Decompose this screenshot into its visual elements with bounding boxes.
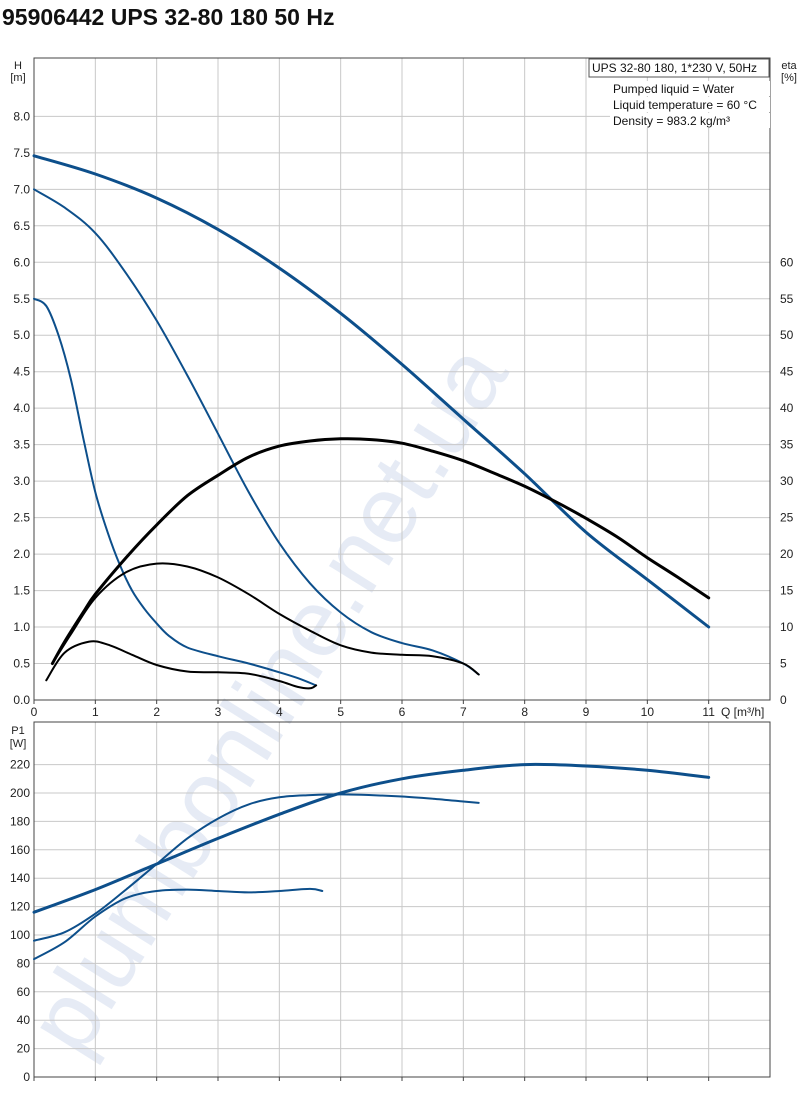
x-tick-label: 1 — [92, 705, 99, 719]
y-tick-label: 7.0 — [13, 182, 30, 196]
y2-tick-label: 60 — [780, 255, 794, 269]
x-tick-label: 11 — [702, 705, 715, 719]
x-tick-label: 4 — [276, 705, 283, 719]
y-tick-label: 140 — [10, 871, 30, 885]
y2-tick-label: 35 — [780, 438, 794, 452]
head-curve-0 — [32, 154, 711, 629]
head-curve-1 — [33, 188, 480, 676]
x-tick-label: 2 — [153, 705, 160, 719]
y-tick-label: 2.5 — [13, 511, 30, 525]
y2-tick-label: 30 — [780, 474, 794, 488]
efficiency-curve-3 — [50, 437, 711, 666]
y-tick-label: 180 — [10, 814, 30, 828]
power-curve-0 — [32, 762, 711, 914]
info-box — [588, 58, 770, 78]
info-line-bg — [610, 81, 770, 96]
y-tick-label: 60 — [17, 985, 31, 999]
info-line: Pumped liquid = Water — [613, 82, 734, 96]
efficiency-curve-5 — [45, 640, 318, 690]
y-tick-label: 4.0 — [13, 401, 30, 415]
y2-tick-label: 5 — [780, 657, 787, 671]
y2-tick-label: 40 — [780, 401, 794, 415]
x-tick-label: 8 — [521, 705, 528, 719]
x-tick-label: 5 — [337, 705, 344, 719]
y2-tick-label: 10 — [780, 620, 794, 634]
info-model: UPS 32-80 180, 1*230 V, 50Hz — [592, 61, 757, 75]
power-curve-2 — [33, 887, 324, 961]
info-line-bg — [610, 97, 770, 112]
y2-tick-label: 25 — [780, 511, 794, 525]
y-tick-label: 20 — [17, 1042, 31, 1056]
info-line: Density = 983.2 kg/m³ — [613, 114, 730, 128]
y2-tick-label: 45 — [780, 365, 794, 379]
y2-axis-label: eta — [781, 60, 797, 72]
y-tick-label: 0.5 — [13, 657, 30, 671]
info-line-bg — [610, 113, 770, 128]
page-title: 95906442 UPS 32-80 180 50 Hz — [2, 4, 335, 30]
y-tick-label: 2.0 — [13, 547, 30, 561]
x-tick-label: 10 — [641, 705, 655, 719]
y-tick-label: 5.5 — [13, 292, 30, 306]
y-tick-label: 0 — [23, 1070, 30, 1084]
power-axis-unit: [W] — [10, 738, 27, 750]
y-tick-label: 80 — [17, 956, 31, 970]
x-tick-label: 0 — [31, 705, 38, 719]
y-tick-label: 40 — [17, 1013, 31, 1027]
y-tick-label: 1.0 — [13, 620, 30, 634]
x-tick-label: 7 — [460, 705, 467, 719]
y-tick-label: 200 — [10, 786, 30, 800]
info-line: Liquid temperature = 60 °C — [613, 98, 757, 112]
y-tick-label: 3.5 — [13, 438, 30, 452]
y2-tick-label: 55 — [780, 292, 794, 306]
power-axis-label: P1 — [11, 725, 24, 737]
y-tick-label: 120 — [10, 900, 30, 914]
y-axis-unit: [m] — [10, 72, 25, 84]
y-tick-label: 100 — [10, 928, 30, 942]
x-tick-label: 6 — [399, 705, 406, 719]
y-tick-label: 4.5 — [13, 365, 30, 379]
x-tick-label: 3 — [215, 705, 222, 719]
y2-tick-label: 20 — [780, 547, 794, 561]
watermark-text: plumbonline.net.ua — [7, 326, 528, 1071]
y-tick-label: 220 — [10, 758, 30, 772]
upper-plot-frame — [33, 57, 771, 701]
y-tick-label: 3.0 — [13, 474, 30, 488]
y2-tick-label: 0 — [780, 693, 787, 707]
y-tick-label: 0.0 — [13, 693, 30, 707]
y-tick-label: 8.0 — [13, 109, 30, 123]
y2-axis-unit: [%] — [781, 72, 797, 84]
y-tick-label: 5.0 — [13, 328, 30, 342]
efficiency-curve-4 — [51, 562, 480, 676]
y-tick-label: 7.5 — [13, 146, 30, 160]
lower-plot-frame — [33, 721, 771, 1078]
y-tick-label: 1.5 — [13, 584, 30, 598]
x-tick-label: 9 — [583, 705, 590, 719]
y2-tick-label: 15 — [780, 584, 794, 598]
y-tick-label: 6.5 — [13, 219, 30, 233]
head-curve-2 — [33, 297, 318, 687]
power-curve-1 — [33, 793, 480, 942]
y-axis-label: H — [14, 60, 22, 72]
y-tick-label: 160 — [10, 843, 30, 857]
x-axis-label-bg — [718, 704, 772, 719]
x-axis-label: Q [m³/h] — [721, 705, 764, 719]
y2-tick-label: 50 — [780, 328, 794, 342]
y-tick-label: 6.0 — [13, 255, 30, 269]
